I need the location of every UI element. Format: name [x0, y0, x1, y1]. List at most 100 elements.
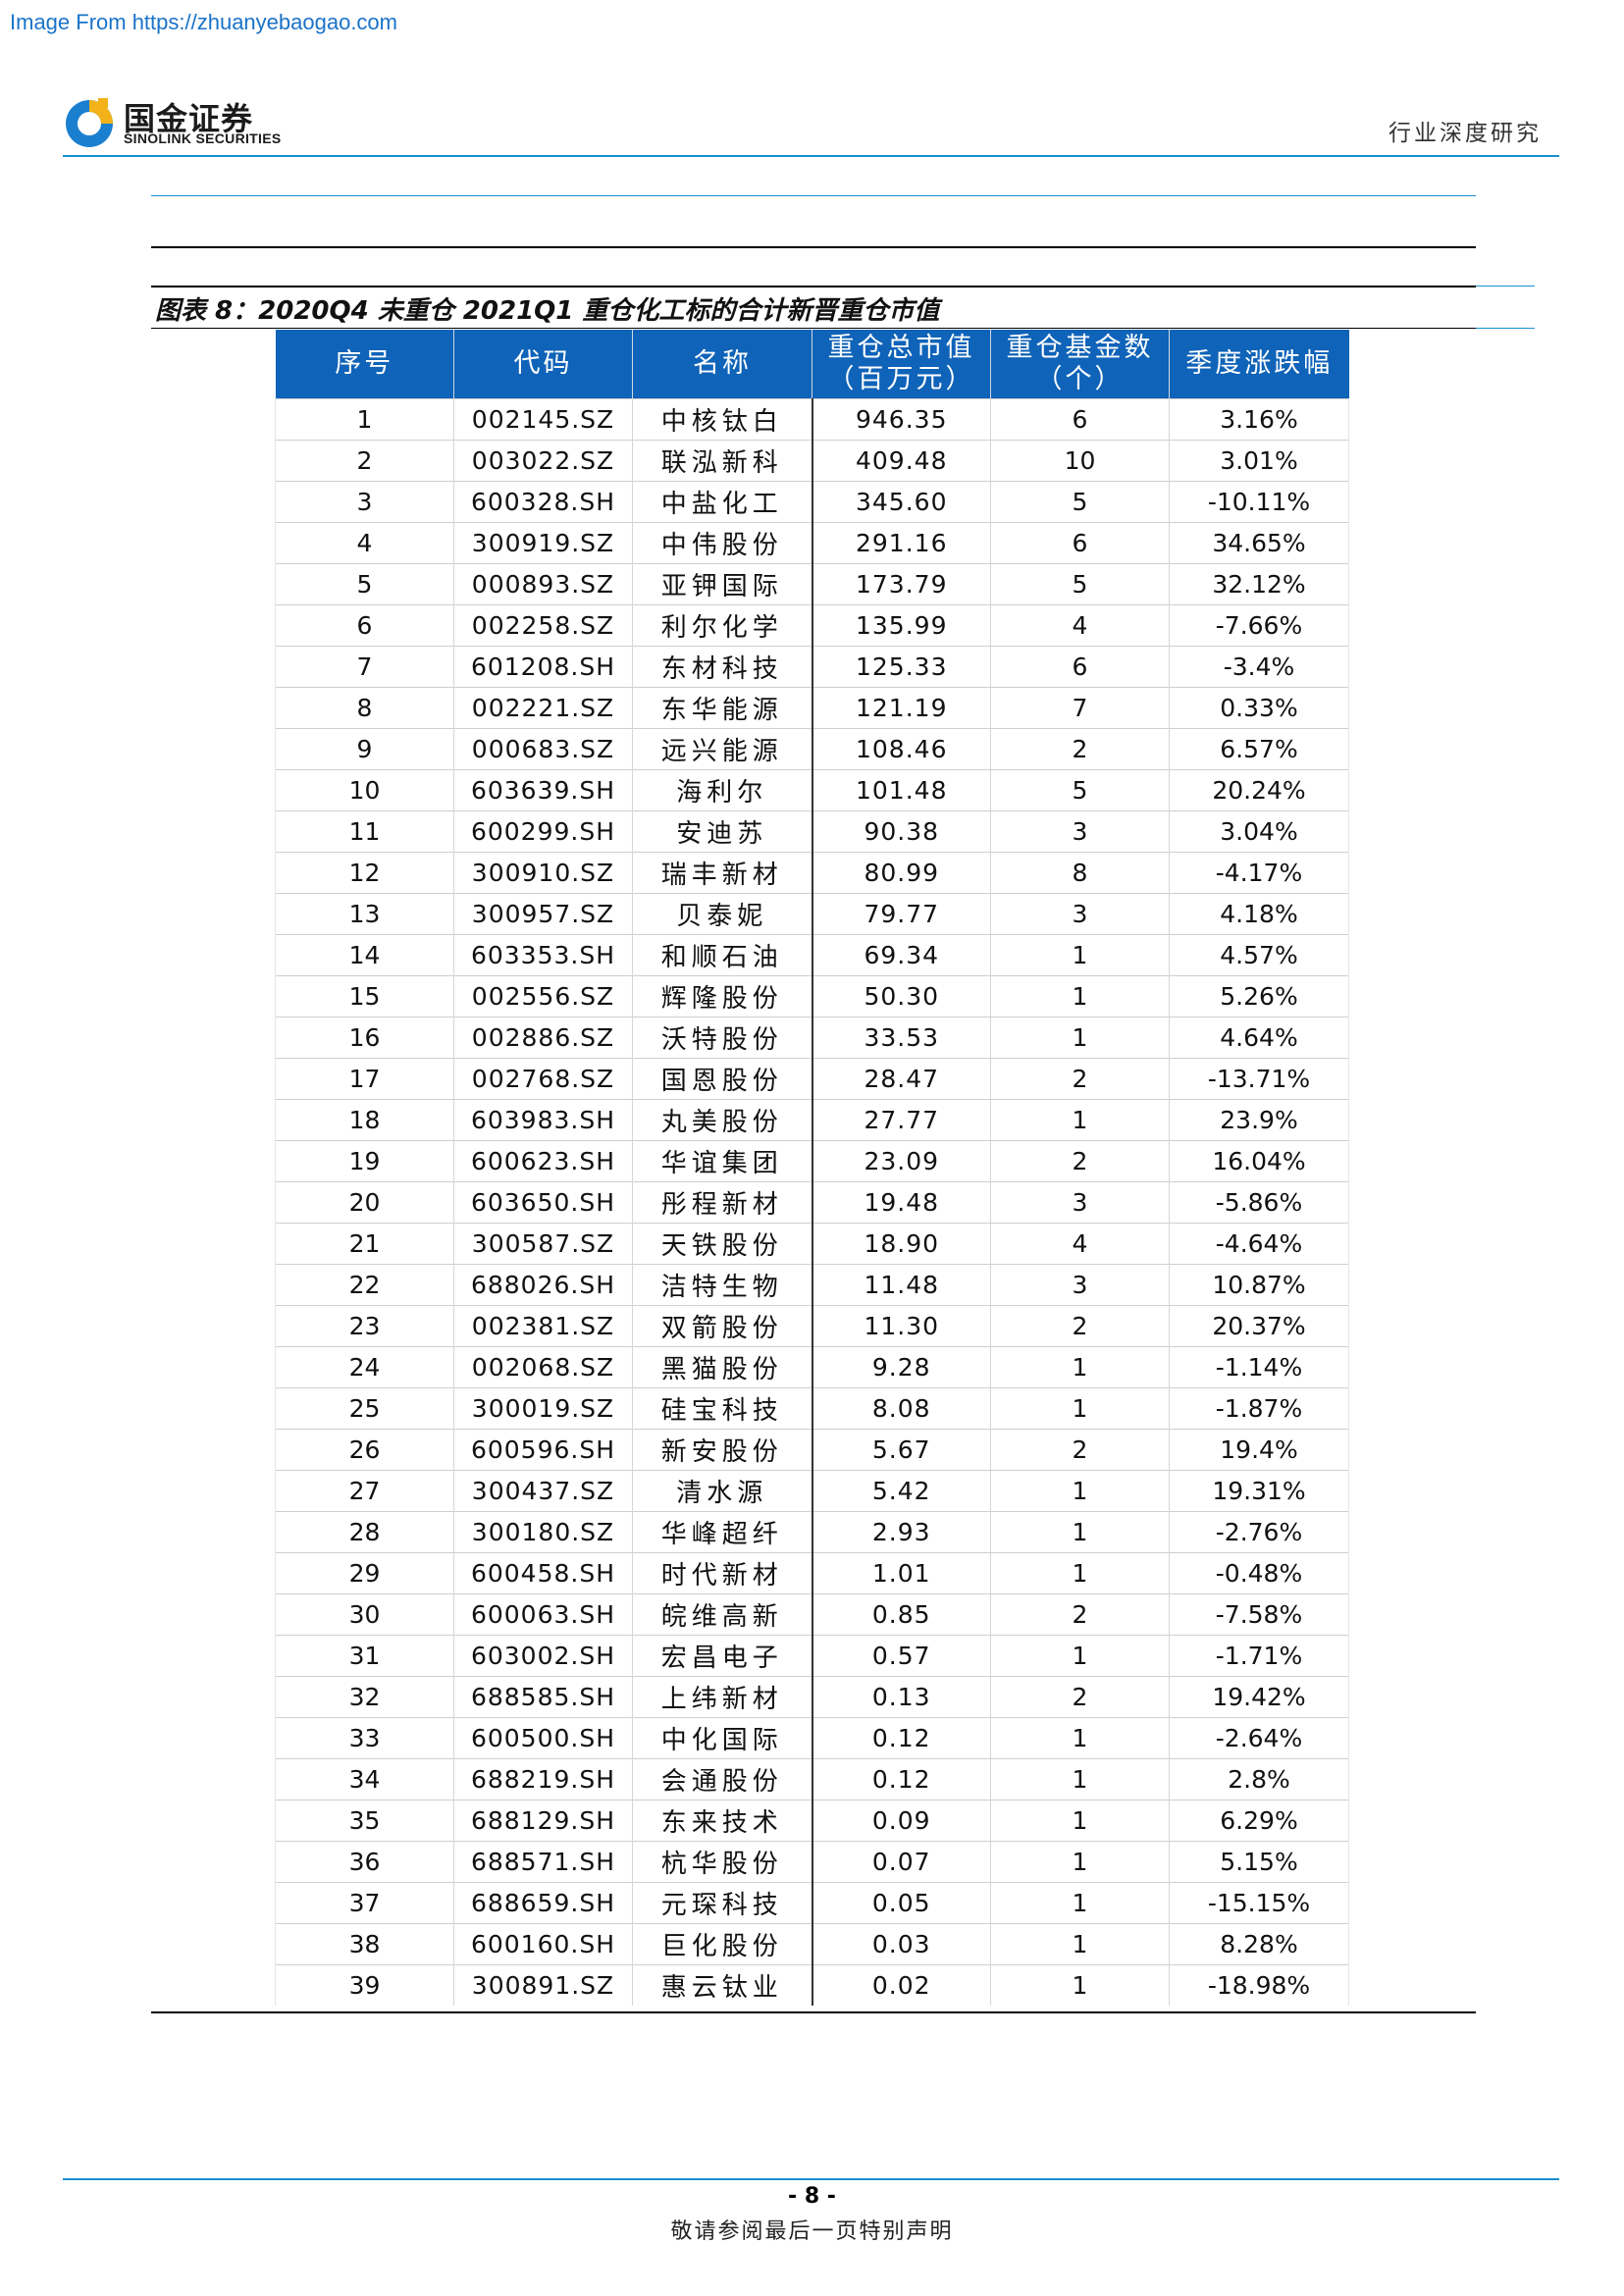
row-index-cell: 27 — [275, 1470, 454, 1512]
quarter-change-cell: 4.18% — [1169, 893, 1349, 935]
table-row: 20 603650.SH 彤程新材 19.48 3 -5.86% — [275, 1181, 1349, 1224]
quarter-change-cell: -4.64% — [1169, 1223, 1349, 1265]
table-row: 31 603002.SH 宏昌电子 0.57 1 -1.71% — [275, 1635, 1349, 1677]
market-value-cell: 23.09 — [811, 1140, 991, 1182]
quarter-change-cell: 6.57% — [1169, 728, 1349, 770]
table-header-row: 序号 代码 名称 重仓总市值 （百万元） 重仓基金数 （个） 季度涨跌幅 — [275, 330, 1349, 399]
stock-code-cell: 300957.SZ — [453, 893, 633, 935]
fund-count-cell: 1 — [990, 1552, 1170, 1594]
row-index-cell: 7 — [275, 646, 454, 688]
stock-code-cell: 603002.SH — [453, 1635, 633, 1677]
row-index-cell: 5 — [275, 563, 454, 605]
fund-count-cell: 5 — [990, 481, 1170, 523]
table-row: 1 002145.SZ 中核钛白 946.35 6 3.16% — [275, 398, 1349, 441]
market-value-cell: 28.47 — [811, 1058, 991, 1100]
quarter-change-cell: -7.66% — [1169, 604, 1349, 647]
table-row: 33 600500.SH 中化国际 0.12 1 -2.64% — [275, 1717, 1349, 1759]
quarter-change-cell: 4.64% — [1169, 1017, 1349, 1059]
stock-name-cell: 惠云钛业 — [632, 1964, 812, 2006]
quarter-change-cell: 32.12% — [1169, 563, 1349, 605]
row-index-cell: 35 — [275, 1800, 454, 1842]
stock-code-cell: 300910.SZ — [453, 852, 633, 894]
stock-code-cell: 603639.SH — [453, 769, 633, 811]
stock-code-cell: 000893.SZ — [453, 563, 633, 605]
row-index-cell: 12 — [275, 852, 454, 894]
stock-code-cell: 002145.SZ — [453, 398, 633, 441]
table-row: 28 300180.SZ 华峰超纤 2.93 1 -2.76% — [275, 1511, 1349, 1553]
market-value-cell: 0.07 — [811, 1841, 991, 1883]
fund-count-cell: 2 — [990, 1140, 1170, 1182]
stock-code-cell: 603353.SH — [453, 934, 633, 976]
fund-count-cell: 1 — [990, 1387, 1170, 1430]
market-value-cell: 0.85 — [811, 1593, 991, 1636]
quarter-change-cell: 3.01% — [1169, 440, 1349, 482]
quarter-change-cell: -13.71% — [1169, 1058, 1349, 1100]
fund-count-cell: 3 — [990, 810, 1170, 853]
fund-count-cell: 1 — [990, 1099, 1170, 1141]
table-row: 4 300919.SZ 中伟股份 291.16 6 34.65% — [275, 522, 1349, 564]
stock-name-cell: 元琛科技 — [632, 1882, 812, 1924]
market-value-cell: 0.57 — [811, 1635, 991, 1677]
stock-code-cell: 600458.SH — [453, 1552, 633, 1594]
market-value-cell: 0.09 — [811, 1800, 991, 1842]
stock-name-cell: 联泓新科 — [632, 440, 812, 482]
row-index-cell: 29 — [275, 1552, 454, 1594]
quarter-change-cell: 16.04% — [1169, 1140, 1349, 1182]
sinolink-logo: 国金证券 SINOLINK SECURITIES — [63, 94, 294, 149]
column-header: 名称 — [632, 330, 812, 399]
stock-name-cell: 时代新材 — [632, 1552, 812, 1594]
fund-count-cell: 1 — [990, 1923, 1170, 1965]
row-index-cell: 4 — [275, 522, 454, 564]
fund-count-cell: 1 — [990, 1470, 1170, 1512]
market-value-cell: 9.28 — [811, 1346, 991, 1388]
stock-code-cell: 688659.SH — [453, 1882, 633, 1924]
column-header: 重仓基金数 （个） — [990, 330, 1170, 399]
quarter-change-cell: -15.15% — [1169, 1882, 1349, 1924]
column-header: 季度涨跌幅 — [1169, 330, 1349, 399]
stock-code-cell: 600500.SH — [453, 1717, 633, 1759]
row-index-cell: 17 — [275, 1058, 454, 1100]
market-value-cell: 135.99 — [811, 604, 991, 647]
market-value-cell: 8.08 — [811, 1387, 991, 1430]
market-value-cell: 80.99 — [811, 852, 991, 894]
stock-code-cell: 688129.SH — [453, 1800, 633, 1842]
row-index-cell: 25 — [275, 1387, 454, 1430]
stock-code-cell: 601208.SH — [453, 646, 633, 688]
table-row: 8 002221.SZ 东华能源 121.19 7 0.33% — [275, 687, 1349, 729]
stock-name-cell: 宏昌电子 — [632, 1635, 812, 1677]
quarter-change-cell: 0.33% — [1169, 687, 1349, 729]
fund-count-cell: 6 — [990, 646, 1170, 688]
quarter-change-cell: 19.4% — [1169, 1429, 1349, 1471]
stock-name-cell: 利尔化学 — [632, 604, 812, 647]
table-row: 2 003022.SZ 联泓新科 409.48 10 3.01% — [275, 440, 1349, 482]
market-value-cell: 5.67 — [811, 1429, 991, 1471]
stock-code-cell: 002068.SZ — [453, 1346, 633, 1388]
quarter-change-cell: 8.28% — [1169, 1923, 1349, 1965]
column-header: 代码 — [453, 330, 633, 399]
logo-english-name: SINOLINK SECURITIES — [124, 130, 282, 146]
fund-count-cell: 1 — [990, 1346, 1170, 1388]
market-value-cell: 50.30 — [811, 975, 991, 1018]
quarter-change-cell: -2.76% — [1169, 1511, 1349, 1553]
stock-name-cell: 贝泰妮 — [632, 893, 812, 935]
table-row: 5 000893.SZ 亚钾国际 173.79 5 32.12% — [275, 563, 1349, 605]
stock-code-cell: 300919.SZ — [453, 522, 633, 564]
fund-count-cell: 1 — [990, 1964, 1170, 2006]
stock-name-cell: 中化国际 — [632, 1717, 812, 1759]
quarter-change-cell: 23.9% — [1169, 1099, 1349, 1141]
stock-name-cell: 中核钛白 — [632, 398, 812, 441]
quarter-change-cell: 34.65% — [1169, 522, 1349, 564]
stock-name-cell: 东华能源 — [632, 687, 812, 729]
stock-name-cell: 沃特股份 — [632, 1017, 812, 1059]
market-value-cell: 69.34 — [811, 934, 991, 976]
fund-count-cell: 6 — [990, 522, 1170, 564]
row-index-cell: 6 — [275, 604, 454, 647]
fund-count-cell: 4 — [990, 1223, 1170, 1265]
table-row: 13 300957.SZ 贝泰妮 79.77 3 4.18% — [275, 893, 1349, 935]
row-index-cell: 1 — [275, 398, 454, 441]
stock-code-cell: 300180.SZ — [453, 1511, 633, 1553]
row-index-cell: 18 — [275, 1099, 454, 1141]
market-value-cell: 1.01 — [811, 1552, 991, 1594]
quarter-change-cell: -18.98% — [1169, 1964, 1349, 2006]
stock-name-cell: 黑猫股份 — [632, 1346, 812, 1388]
